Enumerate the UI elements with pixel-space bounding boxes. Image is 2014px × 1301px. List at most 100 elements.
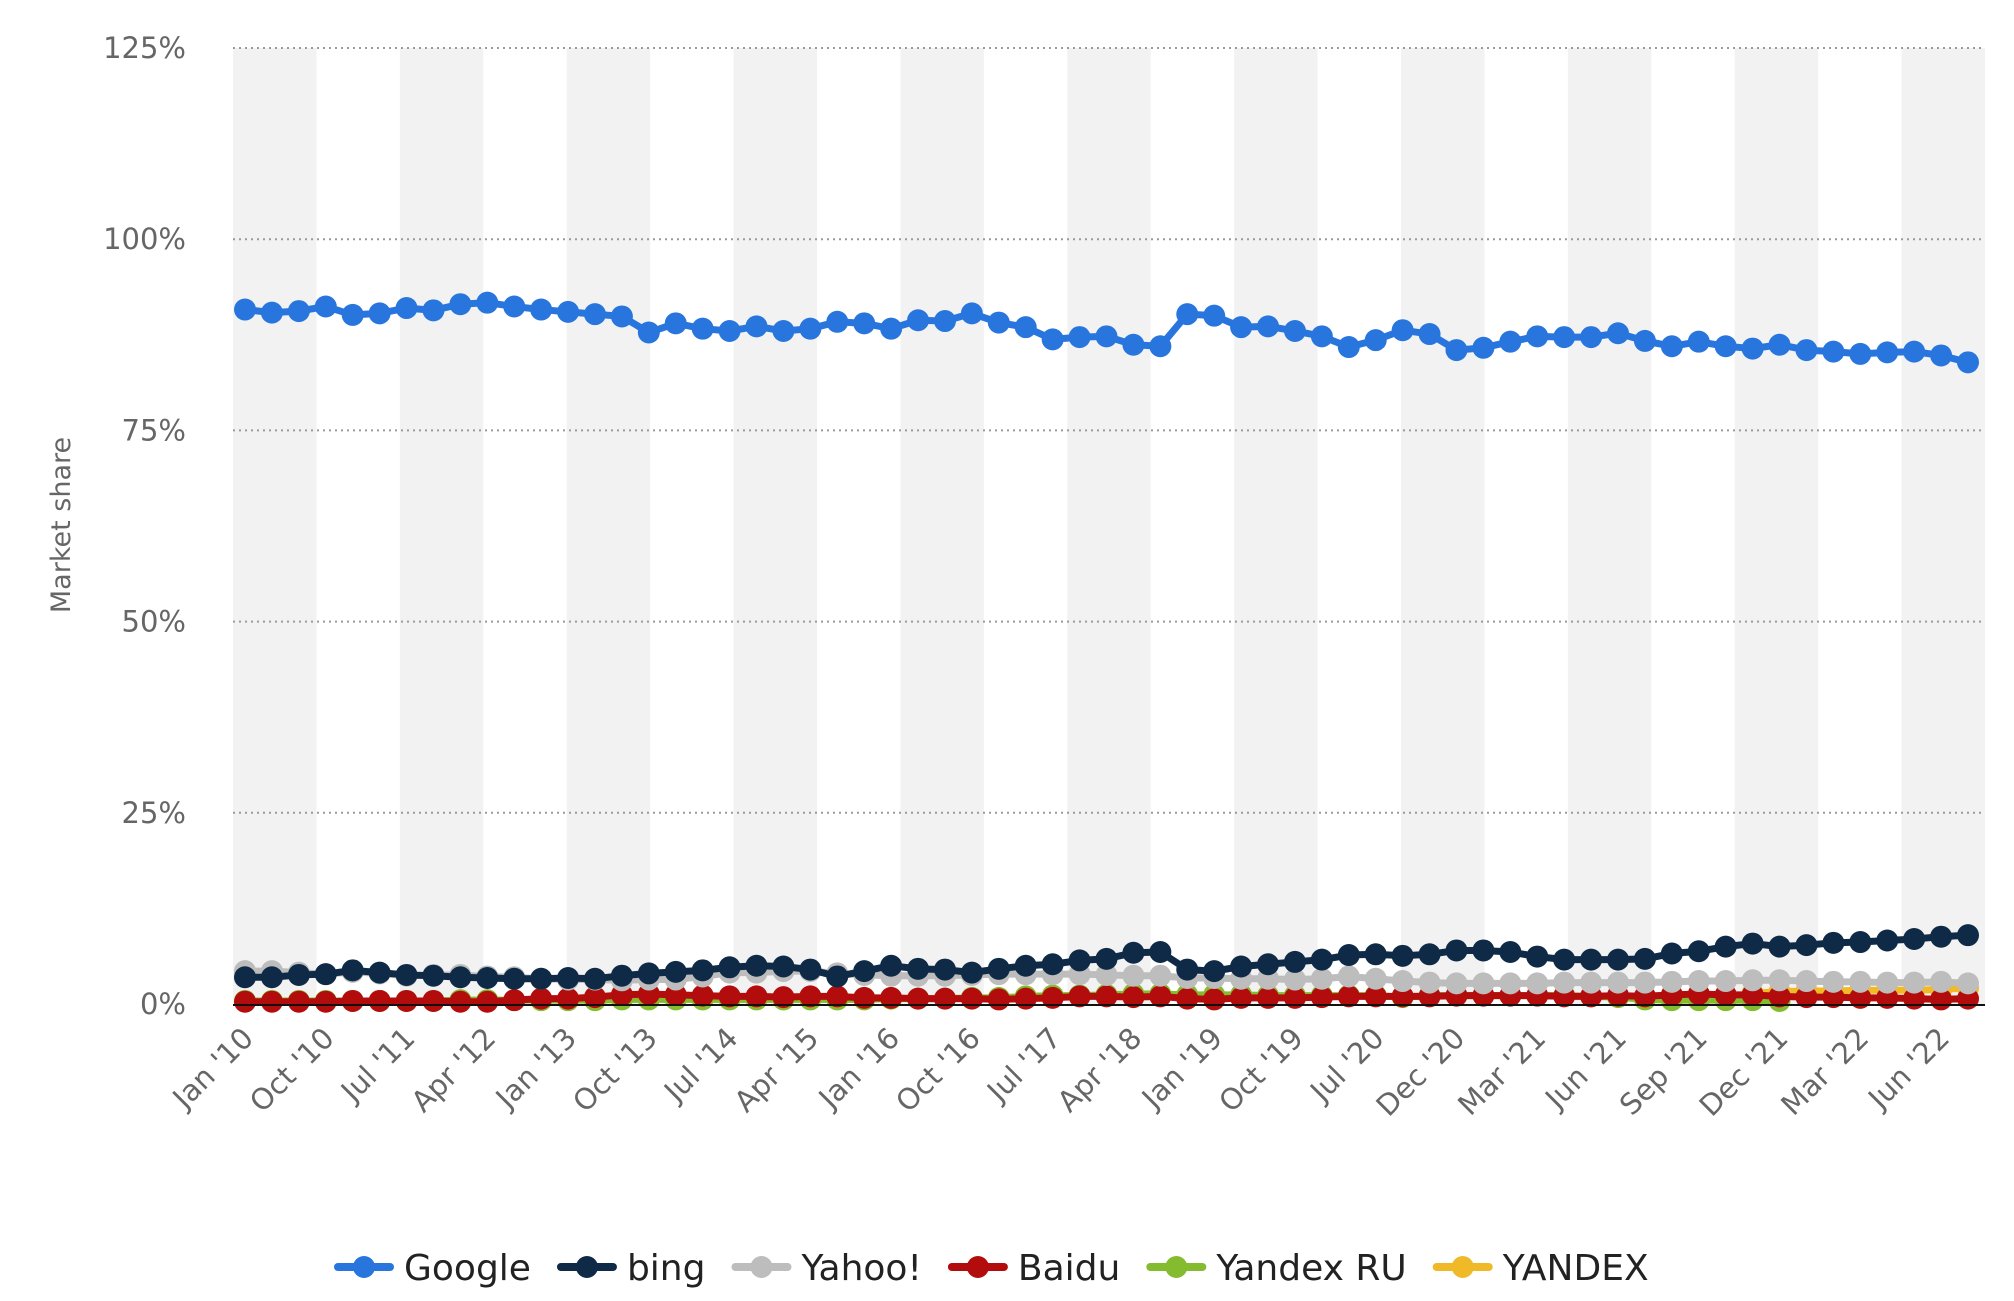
data-point[interactable] xyxy=(1149,335,1172,358)
data-point[interactable] xyxy=(1391,944,1414,967)
data-point[interactable] xyxy=(826,965,849,988)
data-point[interactable] xyxy=(1553,948,1576,971)
data-point[interactable] xyxy=(449,990,472,1013)
data-point[interactable] xyxy=(1822,340,1845,363)
data-point[interactable] xyxy=(772,955,795,978)
data-point[interactable] xyxy=(1310,986,1333,1009)
data-point[interactable] xyxy=(799,985,822,1008)
data-point[interactable] xyxy=(1876,971,1899,994)
data-point[interactable] xyxy=(1310,325,1333,348)
data-point[interactable] xyxy=(1795,986,1818,1009)
data-point[interactable] xyxy=(476,990,499,1013)
data-point[interactable] xyxy=(476,291,499,314)
data-point[interactable] xyxy=(1768,969,1791,992)
data-point[interactable] xyxy=(1849,931,1872,954)
data-point[interactable] xyxy=(1068,326,1091,349)
data-point[interactable] xyxy=(1553,326,1576,349)
data-point[interactable] xyxy=(1230,955,1253,978)
data-point[interactable] xyxy=(1930,344,1953,367)
data-point[interactable] xyxy=(1903,971,1926,994)
data-point[interactable] xyxy=(987,311,1010,334)
data-point[interactable] xyxy=(1741,932,1764,955)
data-point[interactable] xyxy=(1687,940,1710,963)
data-point[interactable] xyxy=(933,310,956,333)
data-point[interactable] xyxy=(610,964,633,987)
data-point[interactable] xyxy=(1822,931,1845,954)
data-point[interactable] xyxy=(1660,942,1683,965)
data-point[interactable] xyxy=(1149,940,1172,963)
data-point[interactable] xyxy=(1499,972,1522,995)
data-point[interactable] xyxy=(1633,947,1656,970)
data-point[interactable] xyxy=(691,317,714,340)
data-point[interactable] xyxy=(1418,943,1441,966)
data-point[interactable] xyxy=(260,966,283,989)
data-point[interactable] xyxy=(853,960,876,983)
data-point[interactable] xyxy=(1876,341,1899,364)
data-point[interactable] xyxy=(745,985,768,1008)
data-point[interactable] xyxy=(1283,986,1306,1009)
data-point[interactable] xyxy=(853,986,876,1009)
data-point[interactable] xyxy=(1122,333,1145,356)
data-point[interactable] xyxy=(907,987,930,1010)
data-point[interactable] xyxy=(1660,970,1683,993)
data-point[interactable] xyxy=(1876,929,1899,952)
data-point[interactable] xyxy=(395,989,418,1012)
data-point[interactable] xyxy=(880,317,903,340)
data-point[interactable] xyxy=(341,959,364,982)
data-point[interactable] xyxy=(1957,924,1979,947)
data-point[interactable] xyxy=(1418,323,1441,346)
data-point[interactable] xyxy=(1768,333,1791,356)
legend[interactable]: Google bing Yahoo! Baidu Yandex RU YANDEX xyxy=(334,1248,1649,1289)
legend-item[interactable]: Google xyxy=(334,1248,531,1289)
data-point[interactable] xyxy=(1257,315,1280,338)
data-point[interactable] xyxy=(1391,319,1414,342)
data-point[interactable] xyxy=(1930,970,1953,993)
data-point[interactable] xyxy=(1230,986,1253,1009)
legend-item[interactable]: Yahoo! xyxy=(731,1248,922,1289)
data-point[interactable] xyxy=(260,990,283,1013)
data-point[interactable] xyxy=(1687,330,1710,353)
data-point[interactable] xyxy=(583,986,606,1009)
data-point[interactable] xyxy=(395,297,418,320)
data-point[interactable] xyxy=(772,319,795,342)
data-point[interactable] xyxy=(1230,316,1253,339)
data-point[interactable] xyxy=(718,985,741,1008)
data-point[interactable] xyxy=(637,321,660,344)
data-point[interactable] xyxy=(1203,988,1226,1011)
data-point[interactable] xyxy=(557,300,580,323)
data-point[interactable] xyxy=(1849,986,1872,1009)
data-point[interactable] xyxy=(1095,947,1118,970)
data-point[interactable] xyxy=(1203,304,1226,327)
data-point[interactable] xyxy=(1068,985,1091,1008)
data-point[interactable] xyxy=(799,317,822,340)
data-point[interactable] xyxy=(422,989,445,1012)
data-point[interactable] xyxy=(1337,985,1360,1008)
data-point[interactable] xyxy=(960,987,983,1010)
data-point[interactable] xyxy=(234,966,256,989)
data-point[interactable] xyxy=(1122,986,1145,1009)
data-point[interactable] xyxy=(1714,970,1737,993)
legend-item[interactable]: Yandex RU xyxy=(1146,1248,1407,1289)
data-point[interactable] xyxy=(1607,322,1630,345)
data-point[interactable] xyxy=(691,984,714,1007)
data-point[interactable] xyxy=(1041,986,1064,1009)
data-point[interactable] xyxy=(1014,954,1037,977)
data-point[interactable] xyxy=(1633,971,1656,994)
data-point[interactable] xyxy=(368,961,391,984)
data-point[interactable] xyxy=(664,960,687,983)
data-point[interactable] xyxy=(1176,987,1199,1010)
data-point[interactable] xyxy=(234,990,256,1013)
data-point[interactable] xyxy=(476,966,499,989)
data-point[interactable] xyxy=(880,954,903,977)
data-point[interactable] xyxy=(1364,329,1387,352)
data-point[interactable] xyxy=(1337,944,1360,967)
data-point[interactable] xyxy=(637,962,660,985)
data-point[interactable] xyxy=(287,300,310,323)
data-point[interactable] xyxy=(503,967,526,990)
data-point[interactable] xyxy=(664,983,687,1006)
data-point[interactable] xyxy=(395,963,418,986)
data-point[interactable] xyxy=(1095,985,1118,1008)
data-point[interactable] xyxy=(799,958,822,981)
data-point[interactable] xyxy=(287,990,310,1013)
data-point[interactable] xyxy=(1149,964,1172,987)
